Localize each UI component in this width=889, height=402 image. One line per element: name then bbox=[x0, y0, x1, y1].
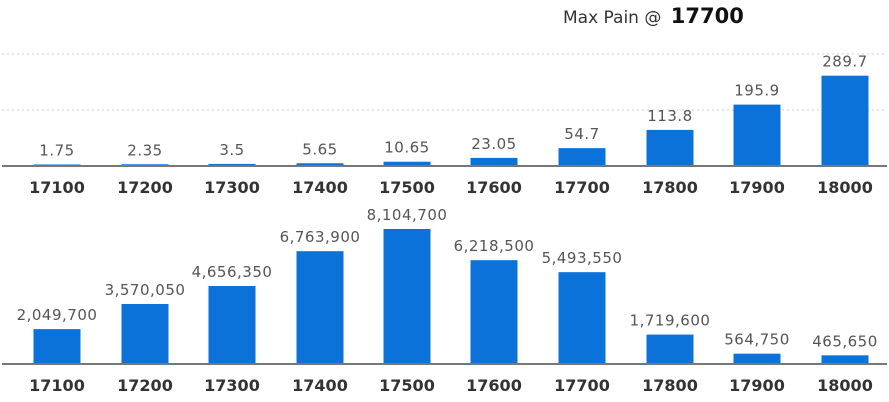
chart-2-value-label-18000: 465,650 bbox=[812, 332, 878, 350]
chart-1-tick-label-17800: 17800 bbox=[642, 178, 698, 197]
chart-2-tick-label-17400: 17400 bbox=[292, 376, 348, 395]
chart-2-bar-17500 bbox=[383, 229, 431, 363]
max-pain-title-prefix: Max Pain @ bbox=[563, 8, 662, 28]
chart-2-value-label-17100: 2,049,700 bbox=[17, 306, 98, 324]
chart-1-value-label-17300: 3.5 bbox=[219, 141, 244, 159]
chart-2-value-label-17200: 3,570,050 bbox=[105, 281, 186, 299]
chart-1-bar-17400 bbox=[296, 163, 344, 165]
chart-2-value-label-17700: 5,493,550 bbox=[542, 249, 623, 267]
chart-1-tick-label-17700: 17700 bbox=[554, 178, 610, 197]
chart-2-bar-17900 bbox=[733, 353, 781, 363]
chart-2-tick-label-17300: 17300 bbox=[204, 376, 260, 395]
chart-1-bar-17100 bbox=[33, 164, 81, 165]
chart-1-value-label-17900: 195.9 bbox=[734, 82, 779, 100]
chart-1-bar-17500 bbox=[383, 161, 431, 165]
chart-1-bar-17600 bbox=[470, 157, 518, 165]
chart-1-tick-label-17100: 17100 bbox=[29, 178, 85, 197]
chart-1-bar-17200 bbox=[121, 164, 169, 165]
chart-1-value-label-18000: 289.7 bbox=[822, 53, 867, 71]
chart-2-bar-17100 bbox=[33, 329, 81, 363]
chart-1-tick-label-17900: 17900 bbox=[729, 178, 785, 197]
chart-1-tick-label-17600: 17600 bbox=[466, 178, 522, 197]
chart-1-value-label-17400: 5.65 bbox=[302, 140, 337, 158]
chart-1-tick-label-17400: 17400 bbox=[292, 178, 348, 197]
chart-1-tick-label-18000: 18000 bbox=[817, 178, 873, 197]
chart-1-bar-17800 bbox=[646, 129, 694, 165]
chart-2-value-label-17900: 564,750 bbox=[724, 331, 790, 349]
chart-1-value-label-17700: 54.7 bbox=[564, 125, 599, 143]
chart-2-tick-label-17600: 17600 bbox=[466, 376, 522, 395]
chart-1-tick-label-17200: 17200 bbox=[117, 178, 173, 197]
chart-2-bar-17600 bbox=[470, 260, 518, 363]
chart-1-bar-17300 bbox=[208, 163, 256, 165]
chart-2-bar-17200 bbox=[121, 303, 169, 363]
chart-1-bar-17900 bbox=[733, 104, 781, 165]
chart-2-tick-label-17100: 17100 bbox=[29, 376, 85, 395]
max-pain-strike-value: 17700 bbox=[670, 4, 744, 28]
chart-1-bar-17700 bbox=[558, 148, 606, 165]
chart-2-value-label-17500: 8,104,700 bbox=[367, 206, 448, 224]
chart-2-value-label-17400: 6,763,900 bbox=[280, 228, 361, 246]
chart-2-bar-18000 bbox=[821, 355, 869, 363]
chart-2-tick-label-17900: 17900 bbox=[729, 376, 785, 395]
chart-2-value-label-17800: 1,719,600 bbox=[630, 312, 711, 330]
chart-1-value-label-17200: 2.35 bbox=[127, 141, 162, 159]
chart-2-tick-label-17800: 17800 bbox=[642, 376, 698, 395]
max-pain-title: Max Pain @ 17700 bbox=[563, 4, 744, 28]
chart-1-value-label-17800: 113.8 bbox=[647, 107, 692, 125]
chart-1-value-label-17100: 1.75 bbox=[39, 141, 74, 159]
chart-2-tick-label-18000: 18000 bbox=[817, 376, 873, 395]
chart-1-value-label-17500: 10.65 bbox=[384, 139, 429, 157]
chart-2-bar-17400 bbox=[296, 251, 344, 363]
chart-2-bar-17300 bbox=[208, 286, 256, 363]
chart-2-value-label-17300: 4,656,350 bbox=[192, 263, 273, 281]
chart-2-bar-17700 bbox=[558, 272, 606, 363]
chart-2-value-label-17600: 6,218,500 bbox=[454, 237, 535, 255]
chart-1-tick-label-17300: 17300 bbox=[204, 178, 260, 197]
chart-2-tick-label-17700: 17700 bbox=[554, 376, 610, 395]
chart-2-tick-label-17500: 17500 bbox=[379, 376, 435, 395]
chart-2-tick-label-17200: 17200 bbox=[117, 376, 173, 395]
chart-1-value-label-17600: 23.05 bbox=[471, 135, 516, 153]
chart-1-tick-label-17500: 17500 bbox=[379, 178, 435, 197]
chart-2-bar-17800 bbox=[646, 334, 694, 363]
chart-1-bar-18000 bbox=[821, 75, 869, 165]
